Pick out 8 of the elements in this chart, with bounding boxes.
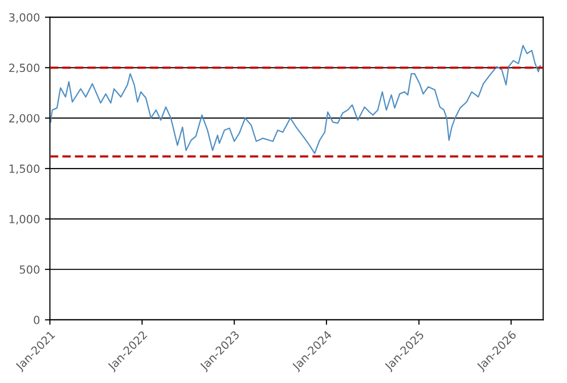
- y-tick-label: 1,000: [10, 214, 40, 224]
- y-tick-label: 500: [20, 265, 40, 274]
- y-tick-label: 0: [34, 316, 40, 324]
- line-series: [50, 44, 541, 154]
- y-tick-label: 2,000: [9, 114, 40, 124]
- y-tick-label: 2,500: [9, 64, 40, 74]
- y-tick-label: 1,500: [10, 164, 40, 174]
- y-tick-label: 3,000: [9, 13, 40, 23]
